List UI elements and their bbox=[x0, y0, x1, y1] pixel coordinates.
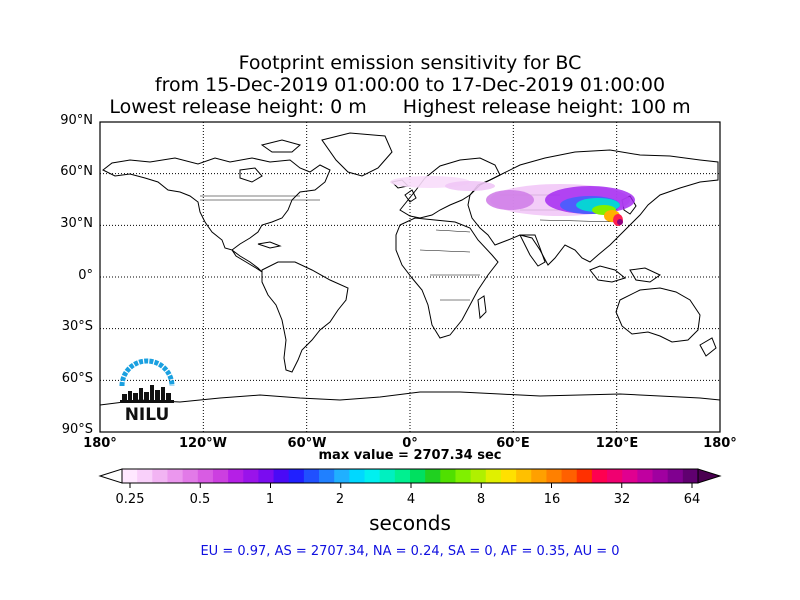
region-values: EU = 0.97, AS = 2707.34, NA = 0.24, SA =… bbox=[200, 544, 620, 559]
colorbar-tick-label: 16 bbox=[543, 492, 561, 507]
lat-tick-label: 90°N bbox=[60, 113, 93, 128]
lat-tick-label: 0° bbox=[78, 268, 93, 283]
lat-tick-label: 60°S bbox=[61, 371, 93, 386]
colorbar-tick-label: 8 bbox=[476, 492, 486, 507]
nilu-logo: NILU bbox=[119, 358, 175, 425]
lat-tick-label: 30°S bbox=[61, 319, 93, 334]
lon-tick-label: 120°E bbox=[595, 436, 639, 451]
lat-tick-label: 30°N bbox=[60, 216, 93, 231]
logo-text: NILU bbox=[125, 405, 170, 425]
colorbar-tick-label: 0.25 bbox=[115, 492, 145, 507]
highest-release-height: Highest release height: 100 m bbox=[402, 96, 691, 118]
lon-tick-label: 60°E bbox=[496, 436, 530, 451]
chart-title-line2: from 15-Dec-2019 01:00:00 to 17-Dec-2019… bbox=[154, 74, 666, 96]
lowest-release-height: Lowest release height: 0 m bbox=[109, 96, 367, 118]
colorbar-tick-label: 2 bbox=[335, 492, 345, 507]
lon-tick-label: 0° bbox=[402, 436, 418, 451]
lon-tick-label: 60°W bbox=[287, 436, 327, 451]
colorbar-unit-label: seconds bbox=[369, 511, 451, 535]
lat-tick-label: 90°S bbox=[61, 422, 93, 437]
skyline-icon bbox=[120, 385, 174, 403]
coastlines bbox=[99, 132, 721, 406]
colorbar-tick-label: 64 bbox=[683, 492, 701, 507]
colorbar-tick-label: 0.5 bbox=[189, 492, 211, 507]
lat-tick-label: 60°N bbox=[60, 164, 93, 179]
colorbar-tick-label: 1 bbox=[265, 492, 275, 507]
logo-arc-icon bbox=[119, 358, 175, 387]
max-value-label: max value = 2707.34 sec bbox=[318, 448, 502, 463]
colorbar-tick-label: 32 bbox=[613, 492, 631, 507]
lon-tick-label: 120°W bbox=[179, 436, 227, 451]
chart-title-line1: Footprint emission sensitivity for BC bbox=[238, 52, 582, 74]
chart-title-line3: Lowest release height: 0 m Highest releas… bbox=[0, 96, 800, 119]
lon-tick-label: 180° bbox=[83, 436, 117, 451]
emission-sensitivity-plume bbox=[390, 176, 635, 226]
lon-tick-label: 180° bbox=[703, 436, 737, 451]
colorbar-tick-label: 4 bbox=[406, 492, 416, 507]
